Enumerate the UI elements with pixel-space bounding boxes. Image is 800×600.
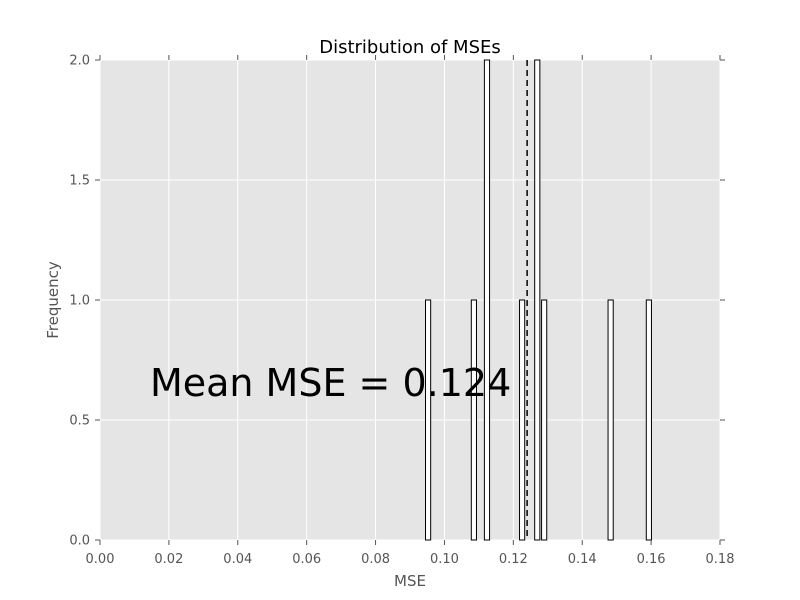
x-tick-label: 0.14: [568, 552, 597, 567]
x-tick-label: 0.00: [86, 552, 115, 567]
y-tick-label: 1.5: [69, 174, 90, 189]
grid-lines: [99, 59, 721, 541]
histogram-bar: [483, 59, 491, 541]
histogram-bar: [607, 299, 614, 541]
histogram-bar: [645, 299, 652, 541]
mean-mse-annotation: Mean MSE = 0.124: [150, 361, 511, 405]
y-axis-label: Frequency: [44, 261, 62, 339]
histogram-bar: [470, 299, 477, 541]
y-tick-label: 0.5: [69, 414, 90, 429]
x-tick-label: 0.12: [499, 552, 528, 567]
x-tick-label: 0.10: [430, 552, 459, 567]
y-tick-label: 0.0: [69, 534, 90, 549]
x-axis-label: MSE: [394, 572, 426, 590]
y-tick-label: 1.0: [69, 294, 90, 309]
x-tick-label: 0.02: [154, 552, 183, 567]
axis-ticks: [95, 55, 725, 545]
histogram-bars: [425, 59, 652, 541]
x-tick-label: 0.18: [706, 552, 735, 567]
x-tick-label: 0.16: [637, 552, 666, 567]
x-tick-label: 0.04: [223, 552, 252, 567]
histogram-bar: [541, 299, 548, 541]
histogram-bar: [534, 59, 541, 541]
y-tick-label: 2.0: [69, 54, 90, 69]
x-tick-labels: 0.00 0.02 0.04 0.06 0.08 0.10 0.12 0.14 0.16 0.18: [86, 552, 735, 567]
x-tick-label: 0.06: [292, 552, 321, 567]
chart-title: Distribution of MSEs: [319, 37, 501, 58]
x-tick-label: 0.08: [361, 552, 390, 567]
histogram-bar: [519, 299, 526, 541]
histogram-bar: [425, 299, 432, 541]
y-tick-labels: 0.0 0.5 1.0 1.5 2.0: [69, 54, 90, 549]
